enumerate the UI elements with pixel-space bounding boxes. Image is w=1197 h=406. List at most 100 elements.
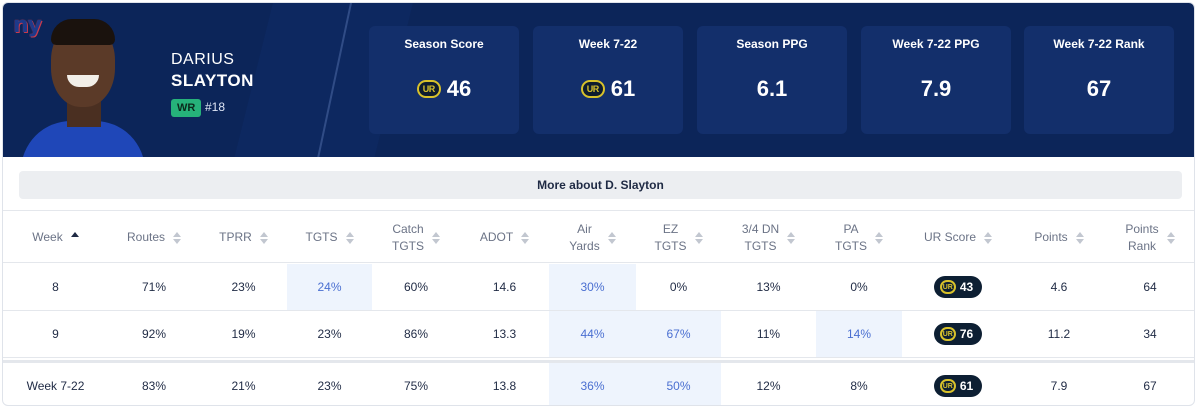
cell-week: Week 7-22 bbox=[26, 379, 85, 393]
ur-logo-icon: UR bbox=[939, 280, 956, 294]
stat-box-season-score: Season Score UR 46 bbox=[369, 26, 519, 134]
sort-icon[interactable] bbox=[787, 231, 796, 244]
column-header-label: Points Rank bbox=[1125, 221, 1158, 255]
player-header: ny DARIUS SLAYTON WR #18 Season Score UR… bbox=[3, 3, 1194, 157]
sort-icon[interactable] bbox=[521, 231, 530, 244]
column-header-adot[interactable]: ADOT bbox=[460, 211, 549, 264]
column-header-pa-tgts[interactable]: PA TGTS bbox=[816, 211, 902, 264]
cell-tprr: 19% bbox=[231, 327, 256, 341]
column-header-label: EZ TGTS bbox=[655, 221, 687, 255]
column-header-ez-tgts[interactable]: EZ TGTS bbox=[636, 211, 721, 264]
cell-week: 9 bbox=[52, 327, 59, 341]
cell-ez-tgts: 0% bbox=[669, 280, 688, 294]
column-header-label: 3/4 DN TGTS bbox=[742, 221, 779, 255]
column-header-line1: 3/4 DN bbox=[741, 221, 780, 236]
sort-icon[interactable] bbox=[984, 231, 992, 244]
table-row: 9 92% 19% 23% 86% 13.3 44% 67% 11% 14% UR 76 11.2 34 bbox=[3, 311, 1194, 358]
cell-ez-tgts: 67% bbox=[636, 311, 721, 357]
ur-logo-icon: UR bbox=[416, 80, 441, 98]
cell-pa-tgts: 0% bbox=[850, 280, 868, 294]
stat-value: 6.1 bbox=[756, 76, 788, 101]
sort-icon[interactable] bbox=[70, 231, 79, 244]
cell-ur-score: UR 76 bbox=[902, 311, 1014, 357]
sort-icon[interactable] bbox=[607, 231, 616, 244]
column-header-line2: TGTS bbox=[654, 238, 687, 253]
sort-icon[interactable] bbox=[694, 231, 703, 244]
sort-icon[interactable] bbox=[1166, 231, 1175, 244]
sort-icon[interactable] bbox=[259, 231, 268, 244]
column-header-air-yards[interactable]: Air Yards bbox=[549, 211, 636, 264]
column-header-line2: Rank bbox=[1127, 238, 1156, 253]
cell-3-4-dn-tgts: 11% bbox=[756, 327, 781, 341]
stat-value: 7.9 bbox=[920, 76, 952, 101]
sort-icon[interactable] bbox=[345, 231, 354, 244]
ur-score-badge: UR 76 bbox=[933, 323, 983, 345]
sort-icon[interactable] bbox=[432, 231, 440, 244]
cell-tprr: 23% bbox=[231, 280, 256, 294]
headshot-smile bbox=[67, 75, 99, 87]
column-header-line1: EZ bbox=[662, 221, 679, 236]
cell-routes: 71% bbox=[141, 280, 167, 294]
more-about-button[interactable]: More about D. Slayton bbox=[19, 171, 1182, 199]
ur-score-value: 43 bbox=[959, 280, 974, 294]
cell-adot: 13.8 bbox=[492, 379, 517, 393]
column-header-line2: TGTS bbox=[835, 238, 867, 253]
column-header-label: ADOT bbox=[480, 229, 513, 246]
ur-logo-icon: UR bbox=[939, 327, 956, 341]
stat-box-week-ppg: Week 7-22 PPG 7.9 bbox=[861, 26, 1011, 134]
column-header-line1: TGTS bbox=[305, 230, 338, 245]
cell-ur-score: UR 61 bbox=[902, 363, 1014, 405]
ur-logo-icon: UR bbox=[939, 379, 956, 393]
stat-box-season-ppg: Season PPG 6.1 bbox=[697, 26, 847, 134]
team-logo-icon: ny bbox=[13, 13, 42, 38]
ur-score-value: 76 bbox=[959, 327, 974, 341]
sort-icon[interactable] bbox=[173, 231, 182, 244]
table-total-row: Week 7-22 83% 21% 23% 75% 13.8 36% 50% 12% 8% UR 61… bbox=[3, 360, 1194, 405]
column-header-label: Points bbox=[1034, 229, 1067, 246]
cell-tgts: 24% bbox=[287, 264, 372, 310]
column-header-points-rank[interactable]: Points Rank bbox=[1104, 211, 1194, 264]
column-header-label: Week bbox=[32, 229, 62, 246]
ur-logo-icon: UR bbox=[580, 80, 605, 98]
cell-3-4-dn-tgts: 12% bbox=[756, 379, 781, 393]
column-header-line2: Yards bbox=[569, 238, 600, 253]
ur-score-badge: UR 61 bbox=[933, 375, 983, 397]
position-badge: WR bbox=[171, 99, 202, 117]
stat-label: Season PPG bbox=[736, 37, 808, 51]
column-header-line1: ADOT bbox=[479, 230, 514, 245]
jersey-number: #18 bbox=[205, 100, 226, 114]
column-header-line1: TPRR bbox=[219, 230, 252, 245]
player-first-name: DARIUS bbox=[171, 51, 235, 68]
cell-points: 7.9 bbox=[1050, 379, 1068, 393]
stat-box-week-score: Week 7-22 UR 61 bbox=[533, 26, 683, 134]
table-row: 8 71% 23% 24% 60% 14.6 30% 0% 13% 0% UR 43 4.6 64 bbox=[3, 264, 1194, 311]
sort-icon[interactable] bbox=[1075, 231, 1084, 244]
headshot-hair bbox=[51, 19, 115, 45]
ur-score-badge: UR 43 bbox=[933, 276, 983, 298]
column-header-week[interactable]: Week bbox=[3, 211, 108, 264]
column-header-ur-score[interactable]: UR Score bbox=[902, 211, 1014, 264]
stat-label: Season Score bbox=[404, 37, 484, 51]
column-header-tgts[interactable]: TGTS bbox=[287, 211, 372, 264]
column-header-catch-tgts[interactable]: Catch TGTS bbox=[372, 211, 460, 264]
column-header-points[interactable]: Points bbox=[1014, 211, 1104, 264]
cell-3-4-dn-tgts: 13% bbox=[756, 280, 781, 294]
cell-tgts: 23% bbox=[317, 379, 342, 393]
ur-score-value: 61 bbox=[959, 379, 974, 393]
column-header-routes[interactable]: Routes bbox=[108, 211, 200, 264]
cell-catch-tgts: 86% bbox=[403, 327, 429, 341]
column-header-line1: Catch bbox=[392, 221, 424, 236]
stat-box-week-rank: Week 7-22 Rank 67 bbox=[1024, 26, 1174, 134]
column-header-line1: PA bbox=[843, 221, 859, 236]
column-header-label: Catch TGTS bbox=[392, 221, 424, 255]
cell-points-rank: 67 bbox=[1143, 379, 1157, 393]
column-header-label: TGTS bbox=[306, 229, 338, 246]
cell-points: 4.6 bbox=[1050, 280, 1068, 294]
column-header-label: PA TGTS bbox=[835, 221, 867, 255]
sort-icon[interactable] bbox=[875, 231, 883, 244]
cell-adot: 14.6 bbox=[492, 280, 517, 294]
column-header-3-4-dn-tgts[interactable]: 3/4 DN TGTS bbox=[721, 211, 816, 264]
column-header-tprr[interactable]: TPRR bbox=[200, 211, 287, 264]
cell-catch-tgts: 60% bbox=[403, 280, 429, 294]
